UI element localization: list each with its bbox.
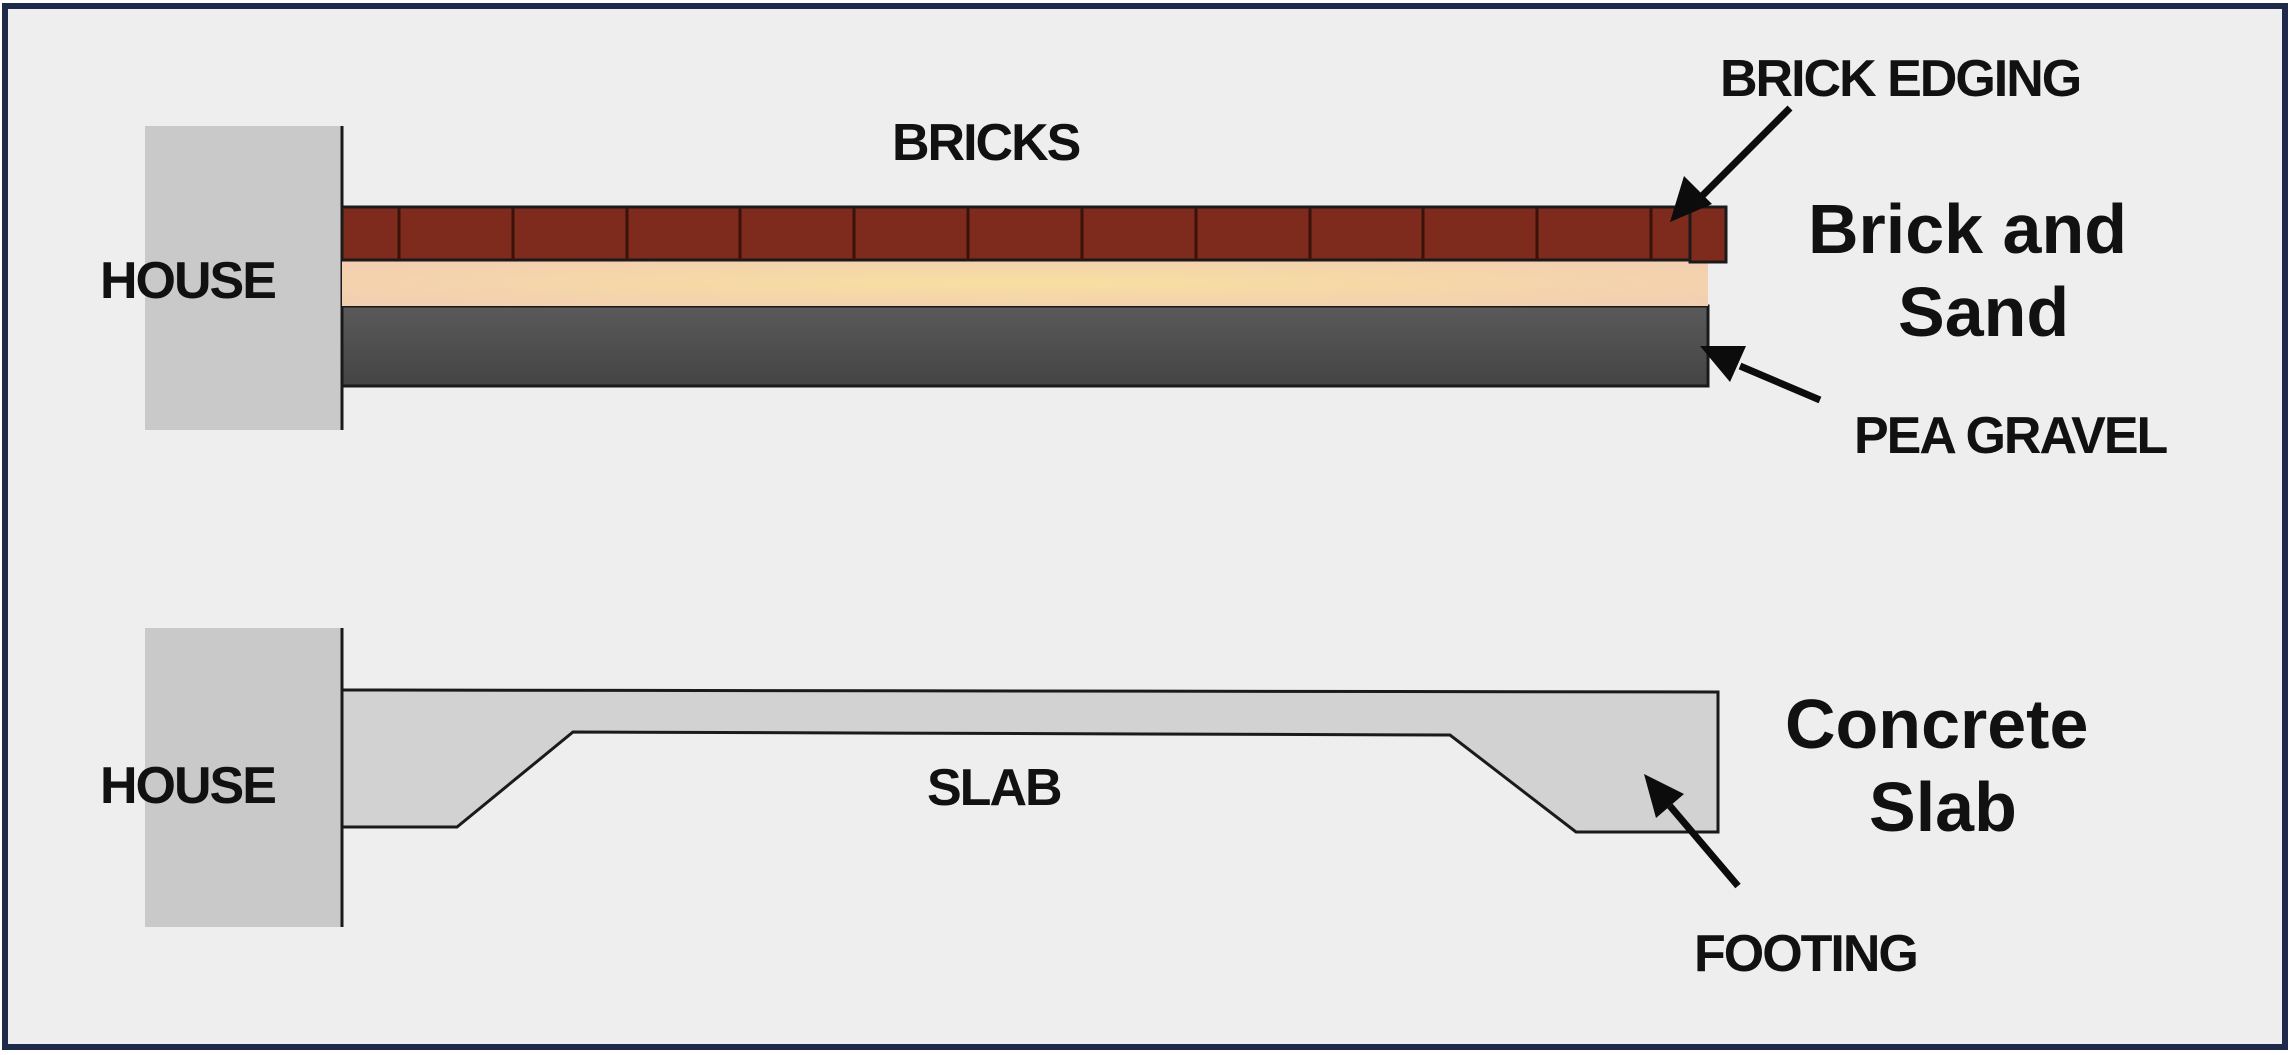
house-label-bottom: HOUSE [100, 757, 275, 815]
pea-gravel-label: PEA GRAVEL [1854, 407, 2167, 465]
house-block-top [145, 126, 342, 430]
bricks-layer [340, 205, 1710, 262]
brick-and-sand-title-line1: Brick and [1808, 190, 2127, 268]
brick-and-sand-title-line2: Sand [1898, 273, 2069, 351]
sand-layer [342, 260, 1708, 306]
concrete-slab [340, 688, 1720, 834]
brick-and-sand-section: HOUSE BRICKS BRICK EDGING PEA GRAVEL Bri… [100, 50, 2169, 465]
footing-label: FOOTING [1694, 925, 1917, 983]
house-label-top: HOUSE [100, 252, 275, 310]
concrete-slab-title-line1: Concrete [1785, 685, 2088, 763]
slab-label: SLAB [927, 759, 1061, 817]
concrete-slab-section: HOUSE SLAB FOOTING Concrete Slab [100, 628, 2088, 983]
house-block-bottom [145, 628, 342, 927]
brick-edging-label: BRICK EDGING [1720, 50, 2080, 108]
concrete-slab-title-line2: Slab [1869, 768, 2017, 846]
brick-edging-arrow [1670, 105, 1793, 222]
diagram-background [2, 3, 2288, 1050]
footing-arrow [1644, 774, 1741, 889]
brick-edging [1688, 205, 1728, 264]
brick-joints [397, 207, 1653, 260]
pea-gravel-arrow [1700, 346, 1822, 404]
bricks-label: BRICKS [892, 114, 1080, 172]
pea-gravel-layer [340, 304, 1710, 388]
